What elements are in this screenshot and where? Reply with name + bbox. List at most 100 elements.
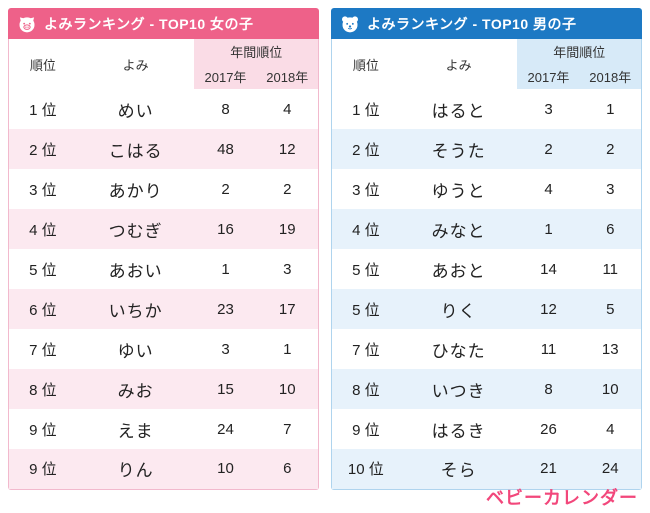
reading-cell: ひなた [431, 341, 486, 361]
rank-2018-cell: 1 [606, 100, 615, 118]
header-2017: 2017年 [194, 64, 257, 89]
reading-cell: あおと [431, 261, 486, 281]
rank-cell: 9 位 [29, 421, 57, 439]
rank-cell: 3 位 [29, 181, 57, 199]
rank-cell: 8 位 [29, 381, 57, 399]
rank-2018-cell: 10 [601, 380, 619, 398]
rank-cell: 7 位 [352, 341, 380, 359]
rank-cell: 10 位 [347, 461, 384, 479]
header-rank: 順位 [8, 39, 77, 89]
rank-2018-cell: 12 [278, 140, 296, 158]
boys-ranking-card: よみランキング - TOP10 男の子 順位 よみ 年間順位 2017年 201… [331, 8, 642, 490]
rank-2017-cell: 8 [221, 100, 230, 118]
rank-cell: 5 位 [29, 261, 57, 279]
rank-cell: 4 位 [352, 221, 380, 239]
rank-2017-cell: 24 [217, 420, 234, 438]
girls-table-title: よみランキング - TOP10 女の子 [44, 15, 254, 32]
reading-cell: あかり [108, 181, 163, 201]
table-row: 3 位 ゆうと 4 3 [332, 169, 642, 209]
header-2017: 2017年 [517, 64, 580, 89]
rank-2017-cell: 2 [544, 140, 553, 158]
rank-2017-cell: 1 [221, 260, 230, 278]
reading-cell: こはる [108, 141, 163, 161]
header-reading: よみ [399, 39, 518, 89]
table-row: 6 位 いちか 23 17 [8, 289, 319, 329]
header-row: 2017年 2018年 [9, 64, 319, 89]
reading-cell: ゆい [117, 341, 154, 361]
rank-cell: 4 位 [29, 221, 57, 239]
header-row: 2017年 2018年 [332, 64, 642, 89]
rank-2018-cell: 4 [606, 420, 615, 438]
table-row: 2 位 そうた 2 2 [331, 129, 642, 169]
reading-cell: はるき [431, 421, 486, 441]
rank-2017-cell: 12 [540, 300, 557, 318]
rank-2017-cell: 23 [217, 300, 234, 318]
table-row: 8 位 みお 15 10 [8, 369, 319, 409]
rank-2018-cell: 1 [283, 340, 292, 358]
rank-2018-cell: 3 [283, 260, 292, 278]
rank-2018-cell: 11 [602, 260, 619, 278]
rank-cell: 8 位 [352, 381, 380, 399]
table-row: 4 位 つむぎ 16 19 [8, 209, 319, 249]
header-row: 順位 よみ 年間順位 [331, 39, 642, 89]
reading-cell: そうた [431, 141, 486, 161]
rank-cell: 5 位 [352, 301, 380, 319]
rank-2018-cell: 24 [601, 460, 619, 478]
rank-2017-cell: 11 [540, 340, 557, 358]
rank-2018-cell: 4 [283, 100, 292, 118]
rank-2017-cell: 15 [217, 380, 234, 398]
girls-ranking-card: よみランキング - TOP10 女の子 順位 よみ 年間順位 2017年 201… [8, 8, 319, 490]
reading-cell: いちか [108, 301, 163, 321]
reading-cell: みお [117, 381, 154, 401]
table-row: 4 位 みなと 1 6 [331, 209, 642, 249]
header-reading: よみ [76, 39, 195, 89]
rank-2018-cell: 6 [606, 220, 615, 238]
reading-cell: つむぎ [108, 221, 163, 241]
table-row: 2 位 こはる 48 12 [8, 129, 319, 169]
reading-cell: みなと [431, 221, 486, 241]
bear-icon [340, 14, 360, 34]
boys-title-bar: よみランキング - TOP10 男の子 [331, 8, 642, 39]
header-row: 順位 よみ 年間順位 [8, 39, 319, 89]
reading-cell: えま [117, 421, 154, 441]
rank-2017-cell: 2 [221, 180, 230, 198]
rank-cell: 9 位 [352, 421, 380, 439]
rank-cell: 5 位 [352, 261, 380, 279]
rank-2017-cell: 3 [544, 100, 553, 118]
reading-cell: あおい [108, 261, 163, 281]
table-row: 9 位 えま 24 7 [9, 409, 319, 449]
rank-2017-cell: 14 [540, 260, 557, 278]
rank-2018-cell: 19 [278, 220, 296, 238]
table-row: 5 位 りく 12 5 [331, 289, 642, 329]
table-row: 9 位 はるき 26 4 [332, 409, 642, 449]
reading-cell: りく [440, 301, 477, 321]
rank-2018-cell: 2 [283, 180, 292, 198]
reading-cell: ゆうと [431, 181, 486, 201]
header-annual: 年間順位 [194, 39, 319, 64]
reading-cell: はると [431, 101, 486, 121]
rank-cell: 3 位 [352, 181, 380, 199]
header-annual: 年間順位 [517, 39, 642, 64]
boys-table-title: よみランキング - TOP10 男の子 [367, 15, 577, 32]
rank-2018-cell: 6 [283, 460, 292, 478]
rank-cell: 1 位 [29, 101, 57, 119]
rank-2018-cell: 3 [606, 180, 615, 198]
table-row: 1 位 はると 3 1 [332, 89, 642, 129]
rank-cell: 1 位 [352, 101, 380, 119]
header-rank: 順位 [331, 39, 400, 89]
table-row: 7 位 ゆい 3 1 [9, 329, 319, 369]
rank-2017-cell: 16 [217, 220, 234, 238]
rank-2018-cell: 5 [606, 300, 615, 318]
table-row: 7 位 ひなた 11 13 [332, 329, 642, 369]
girls-title-bar: よみランキング - TOP10 女の子 [8, 8, 319, 39]
table-row: 9 位 りん 10 6 [8, 449, 319, 489]
rank-2017-cell: 21 [540, 460, 557, 478]
rank-2017-cell: 1 [544, 220, 553, 238]
rank-cell: 2 位 [352, 141, 380, 159]
rank-2017-cell: 10 [217, 460, 234, 478]
rank-2017-cell: 26 [540, 420, 557, 438]
brand-logo: ベビーカレンダー [486, 488, 638, 508]
reading-cell: そら [440, 461, 477, 481]
table-row: 1 位 めい 8 4 [9, 89, 319, 129]
